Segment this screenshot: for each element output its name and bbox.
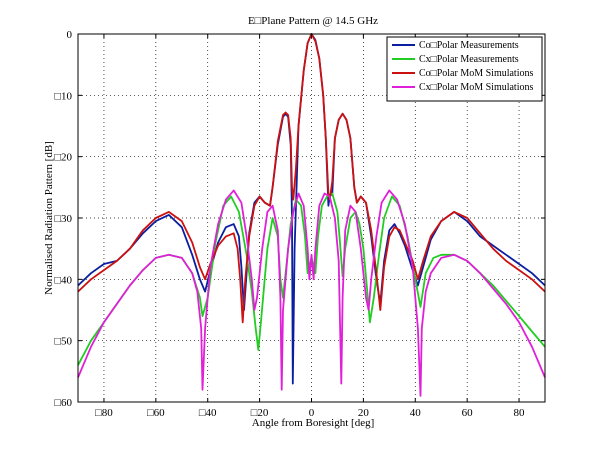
ticks: □80 □60 □40 □20 0 20 40 60 80 0 □10 □20 □30 □40 □50 □60 [54,29,545,419]
y-tick-label: □60 [54,397,72,409]
y-tick-label: □50 [54,336,72,348]
x-tick-label: 20 [358,407,370,419]
x-tick-label: □20 [251,407,269,419]
y-tick-label: □40 [54,274,72,286]
legend: Co□Polar Measurements Cx□Polar Measuremen… [386,36,543,102]
legend-box [386,36,543,102]
x-tick-label: 40 [410,407,422,419]
x-tick-label: 60 [462,407,474,419]
x-tick-label: 0 [309,407,315,419]
x-tick-label: □60 [147,407,165,419]
x-tick-label: □40 [199,407,217,419]
legend-label: Cx□Polar Measurements [419,54,519,65]
legend-label: Cx□Polar MoM Simulations [419,82,533,93]
y-tick-label: □30 [54,213,72,225]
legend-label: Co□Polar MoM Simulations [419,68,533,79]
chart-title: E□Plane Pattern @ 14.5 GHz [248,15,378,27]
y-tick-label: □20 [54,152,72,164]
x-tick-label: □80 [95,407,113,419]
legend-label: Co□Polar Measurements [419,40,519,51]
x-axis-label: Angle from Boresight [deg] [252,417,375,429]
y-tick-label: □10 [54,90,72,102]
y-axis-label: Normalised Radiation Pattern [dB] [43,141,55,295]
x-tick-label: 80 [514,407,526,419]
y-tick-label: 0 [67,29,73,41]
series-line-4 [77,189,546,397]
